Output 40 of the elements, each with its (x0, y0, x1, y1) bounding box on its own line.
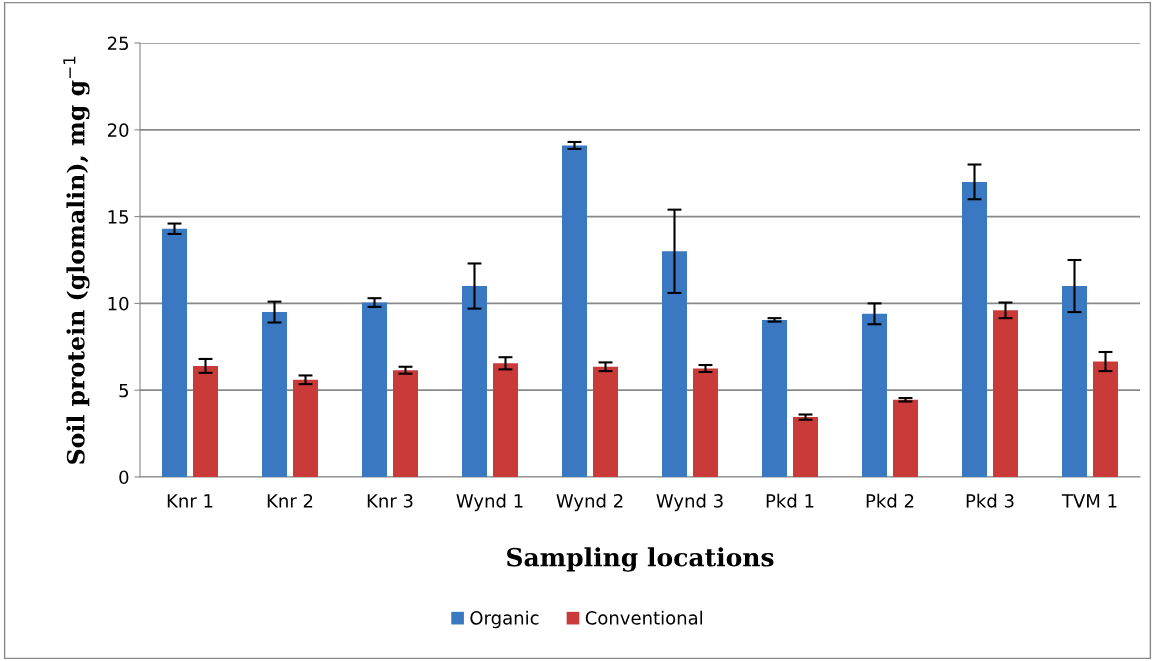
x-tick-label: Knr 2 (267, 493, 313, 508)
x-tick-label: Knr 1 (167, 494, 213, 508)
y-tick-label: 5 (119, 383, 129, 398)
bar (493, 363, 518, 477)
bar (793, 417, 818, 477)
bar (1062, 286, 1087, 477)
x-tick-label: Pkd 1 (766, 493, 814, 508)
y-axis-title: Soil protein (glomalin), mg g$^{−1}$ (63, 56, 90, 464)
bar (193, 365, 218, 477)
bar (1093, 361, 1118, 477)
x-tick-label: Knr 3 (367, 493, 413, 508)
x-axis-title: Sampling locations (507, 547, 774, 572)
bar (662, 251, 687, 477)
bar (762, 319, 787, 477)
x-tick-label: Wynd 3 (656, 493, 723, 512)
x-tick-label: Pkd 3 (966, 493, 1014, 508)
bar (293, 379, 318, 477)
bar (462, 286, 487, 477)
legend-label: Conventional (585, 610, 703, 625)
x-tick-label: Wynd 2 (556, 493, 623, 512)
bar (262, 312, 287, 477)
y-tick-label: 25 (107, 36, 129, 51)
bar (162, 228, 187, 477)
bar (993, 310, 1018, 477)
bar (693, 368, 718, 477)
x-tick-label: TVM 1 (1061, 494, 1117, 508)
y-tick-label: 15 (108, 210, 129, 224)
y-tick-label: 0 (119, 470, 129, 485)
y-tick-label: 10 (108, 296, 129, 311)
y-tick-label: 20 (107, 123, 129, 137)
bar (593, 366, 618, 477)
x-tick-label: Wynd 1 (456, 493, 523, 512)
bar (862, 313, 887, 477)
legend-label: Organic (470, 610, 539, 629)
x-tick-label: Pkd 2 (866, 493, 914, 508)
bar (962, 181, 987, 477)
bar (893, 399, 918, 477)
bar (393, 370, 418, 477)
bar (562, 145, 587, 477)
bar (362, 302, 387, 477)
